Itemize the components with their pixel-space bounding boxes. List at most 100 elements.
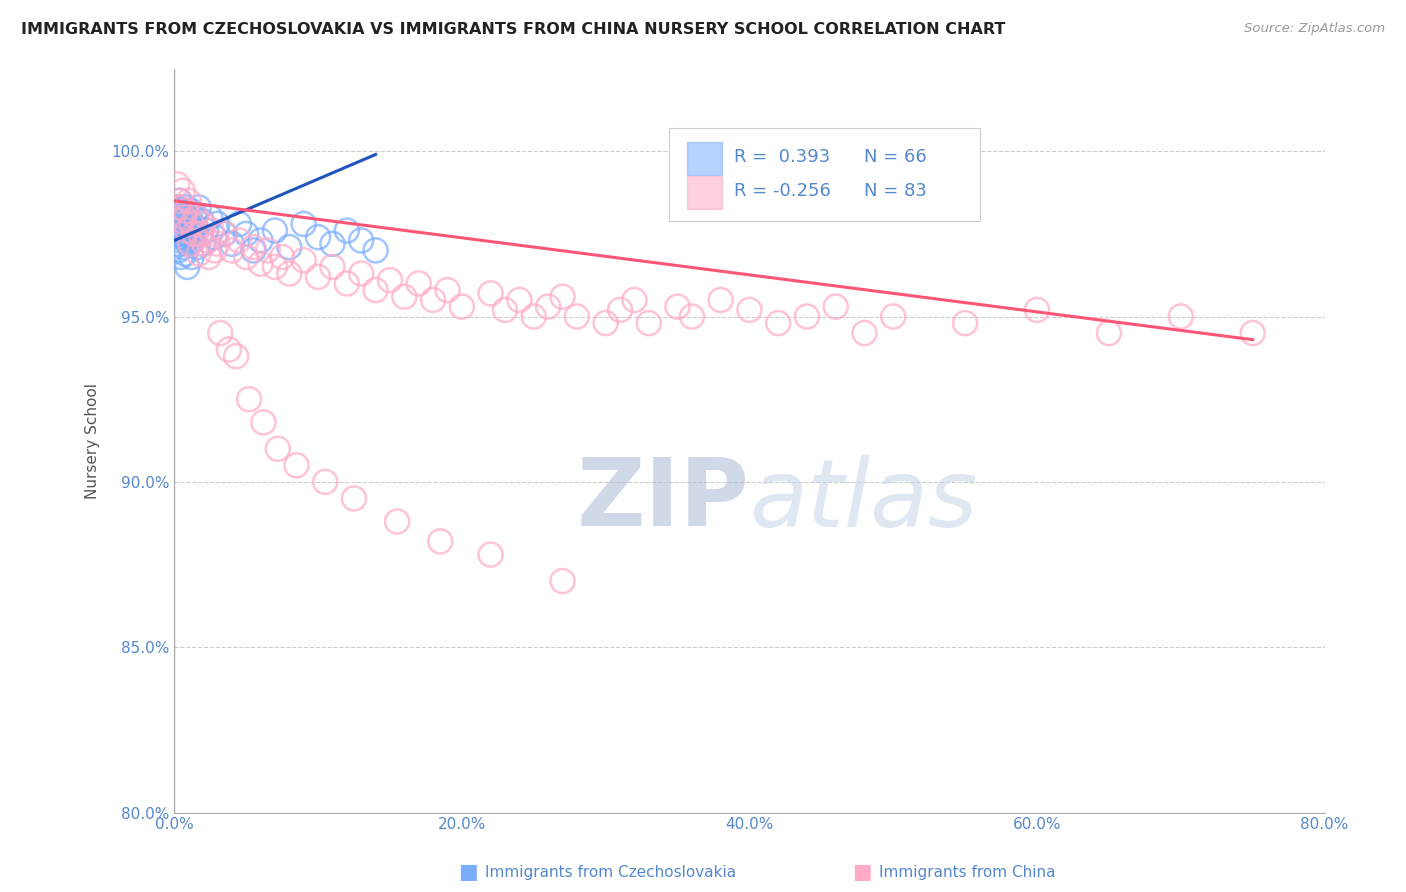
Point bbox=[595, 316, 617, 330]
Point bbox=[882, 310, 904, 324]
Point bbox=[364, 283, 387, 297]
Point bbox=[385, 515, 408, 529]
Point bbox=[165, 217, 187, 231]
Point bbox=[264, 260, 287, 274]
Point bbox=[187, 246, 209, 260]
Point bbox=[204, 230, 226, 244]
Point bbox=[666, 300, 689, 314]
Point bbox=[165, 211, 187, 225]
Point bbox=[180, 217, 202, 231]
Point bbox=[218, 343, 240, 357]
Point bbox=[200, 211, 222, 225]
Text: R = -0.256: R = -0.256 bbox=[734, 182, 831, 201]
Point bbox=[249, 234, 271, 248]
Point bbox=[479, 286, 502, 301]
Point bbox=[179, 227, 201, 241]
Point bbox=[242, 244, 264, 258]
Point bbox=[307, 269, 329, 284]
Point bbox=[204, 244, 226, 258]
Point bbox=[191, 236, 214, 251]
Point bbox=[173, 211, 195, 225]
Point bbox=[307, 230, 329, 244]
Point bbox=[187, 201, 209, 215]
Point bbox=[321, 236, 343, 251]
Point bbox=[209, 326, 232, 340]
Point bbox=[184, 220, 207, 235]
Point bbox=[235, 250, 257, 264]
Point bbox=[180, 250, 202, 264]
Point bbox=[321, 260, 343, 274]
Point bbox=[523, 310, 546, 324]
Point bbox=[166, 227, 188, 241]
Point bbox=[738, 302, 761, 317]
Point bbox=[193, 236, 215, 251]
Text: IMMIGRANTS FROM CZECHOSLOVAKIA VS IMMIGRANTS FROM CHINA NURSERY SCHOOL CORRELATI: IMMIGRANTS FROM CZECHOSLOVAKIA VS IMMIGR… bbox=[21, 22, 1005, 37]
Text: atlas: atlas bbox=[749, 455, 977, 546]
Point bbox=[174, 246, 197, 260]
FancyBboxPatch shape bbox=[688, 177, 721, 209]
Point bbox=[1170, 310, 1192, 324]
Point bbox=[197, 250, 219, 264]
Point bbox=[170, 220, 193, 235]
Point bbox=[167, 236, 190, 251]
Point bbox=[167, 201, 190, 215]
Point bbox=[207, 236, 229, 251]
Point bbox=[228, 234, 250, 248]
Point bbox=[191, 217, 214, 231]
Point bbox=[172, 223, 194, 237]
Point bbox=[350, 267, 373, 281]
Point bbox=[179, 217, 201, 231]
Point bbox=[183, 227, 205, 241]
Point bbox=[1241, 326, 1264, 340]
Point bbox=[176, 223, 198, 237]
Text: ■: ■ bbox=[458, 863, 478, 882]
Point bbox=[228, 217, 250, 231]
Point bbox=[1098, 326, 1121, 340]
Point bbox=[201, 223, 224, 237]
Point bbox=[173, 230, 195, 244]
Point bbox=[184, 211, 207, 225]
Point bbox=[172, 240, 194, 254]
Point bbox=[180, 203, 202, 218]
Point bbox=[172, 213, 194, 227]
Point bbox=[169, 194, 191, 208]
Point bbox=[436, 283, 458, 297]
Point bbox=[170, 203, 193, 218]
Point bbox=[623, 293, 645, 307]
Point bbox=[422, 293, 444, 307]
Point bbox=[174, 234, 197, 248]
Point bbox=[479, 548, 502, 562]
Text: Immigrants from China: Immigrants from China bbox=[879, 865, 1056, 880]
Point bbox=[378, 273, 401, 287]
Point bbox=[221, 244, 243, 258]
Point bbox=[170, 211, 193, 225]
Point bbox=[429, 534, 451, 549]
Point bbox=[167, 213, 190, 227]
Text: Source: ZipAtlas.com: Source: ZipAtlas.com bbox=[1244, 22, 1385, 36]
Point bbox=[177, 236, 200, 251]
Point bbox=[173, 207, 195, 221]
Point bbox=[214, 227, 236, 241]
Point bbox=[169, 234, 191, 248]
Point bbox=[194, 223, 217, 237]
Point bbox=[176, 220, 198, 235]
FancyBboxPatch shape bbox=[669, 128, 980, 221]
Point bbox=[235, 227, 257, 241]
Point bbox=[177, 194, 200, 208]
Point bbox=[174, 201, 197, 215]
Point bbox=[314, 475, 336, 489]
Point bbox=[167, 244, 190, 258]
Point bbox=[242, 240, 264, 254]
Point bbox=[177, 211, 200, 225]
Point bbox=[183, 211, 205, 225]
Point bbox=[292, 217, 315, 231]
Text: N = 66: N = 66 bbox=[865, 148, 927, 166]
Point bbox=[174, 223, 197, 237]
Point bbox=[188, 227, 211, 241]
Point bbox=[853, 326, 876, 340]
Point bbox=[796, 310, 818, 324]
Point bbox=[165, 207, 187, 221]
Point bbox=[174, 203, 197, 218]
Point bbox=[364, 244, 387, 258]
Point bbox=[173, 213, 195, 227]
